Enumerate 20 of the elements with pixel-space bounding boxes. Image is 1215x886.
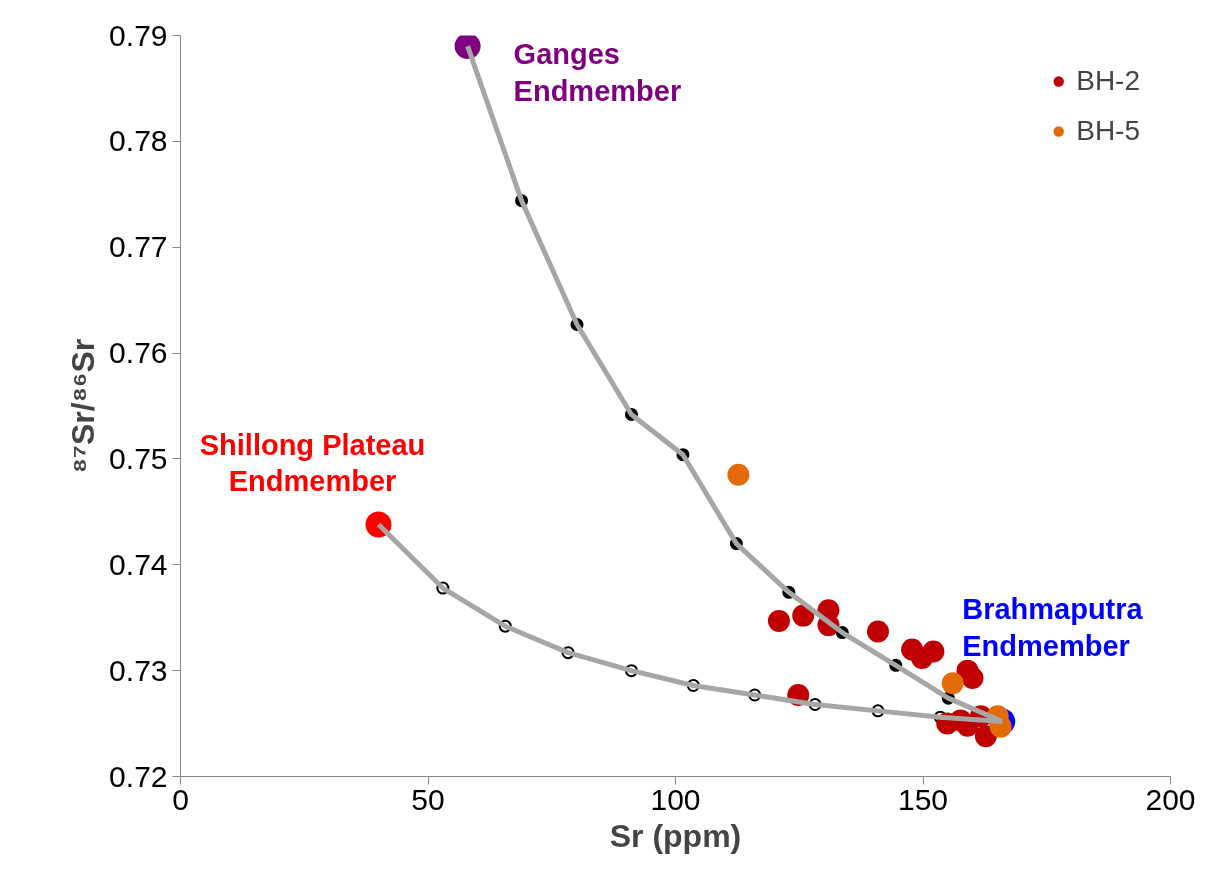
legend-label: BH-5 <box>1076 115 1140 147</box>
x-tick-label: 150 <box>897 782 949 816</box>
annotation: Brahmaputra Endmember <box>962 593 1144 663</box>
y-tick-label: 0.77 <box>109 230 168 264</box>
y-tick-label: 0.72 <box>109 759 168 793</box>
x-tick-label: 0 <box>172 782 189 816</box>
x-tick-label: 200 <box>1145 782 1196 816</box>
annotation: Ganges Endmember <box>513 38 682 107</box>
x-axis-title: Sr (ppm) <box>609 817 742 854</box>
y-tick-label: 0.75 <box>109 441 168 475</box>
y-tick-label: 0.76 <box>109 336 168 370</box>
y-tick-label: 0.74 <box>109 547 168 581</box>
y-tick-label: 0.78 <box>109 124 168 158</box>
y-tick-label: 0.73 <box>109 653 168 687</box>
legend-label: BH-2 <box>1076 65 1140 97</box>
x-tick-label: 100 <box>650 782 701 816</box>
annotation: Shillong Plateau Endmember <box>199 428 426 498</box>
y-tick-label: 0.79 <box>109 18 168 52</box>
x-tick-label: 50 <box>411 782 445 816</box>
y-axis-title: ⁸⁷Sr/⁸⁶Sr <box>65 338 102 474</box>
